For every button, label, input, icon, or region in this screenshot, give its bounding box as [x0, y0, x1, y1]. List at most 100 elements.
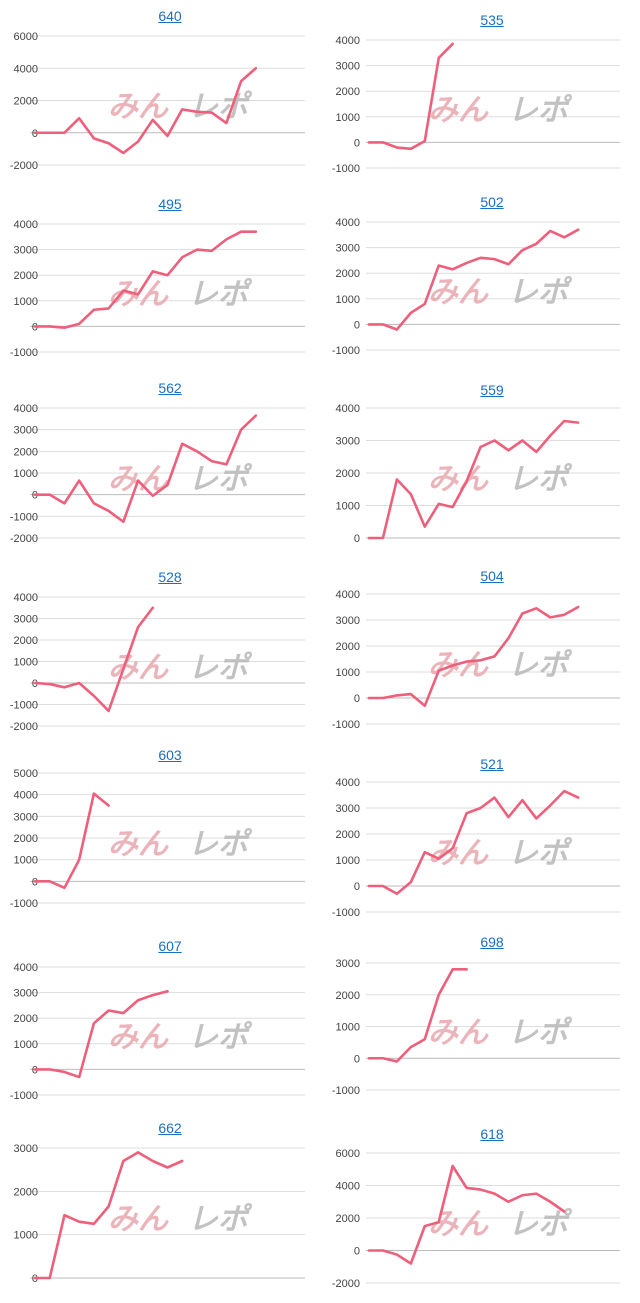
- series-line: [367, 42, 454, 151]
- watermark-logo: レポ: [188, 651, 253, 686]
- watermark-logo: みん: [428, 93, 489, 128]
- y-tick-label: 1000: [14, 1230, 38, 1242]
- y-tick-label: 3000: [14, 245, 38, 257]
- y-tick-label: 2000: [336, 268, 360, 280]
- y-tick-label: -1000: [10, 898, 38, 910]
- chart-title-link[interactable]: 528: [158, 569, 182, 585]
- chart-title-link[interactable]: 640: [158, 8, 182, 24]
- y-tick-label: 4000: [336, 217, 360, 229]
- watermark-logo: レポ: [508, 1016, 573, 1051]
- y-tick-label: 3000: [14, 811, 38, 823]
- y-tick-label: 3000: [336, 436, 360, 448]
- y-tick-label: -2000: [10, 533, 38, 545]
- y-tick-label: 4000: [14, 592, 38, 604]
- y-tick-label: 4000: [336, 1181, 360, 1193]
- y-tick-label: 2000: [14, 1186, 38, 1198]
- y-tick-label: 1000: [336, 1022, 360, 1034]
- chart-title-link[interactable]: 603: [158, 747, 182, 763]
- y-tick-label: 2000: [336, 1213, 360, 1225]
- watermark-logo: レポ: [188, 1020, 253, 1055]
- y-tick-label: 2000: [14, 270, 38, 282]
- y-tick-label: 2000: [336, 641, 360, 653]
- watermark-logo: レポ: [188, 1202, 253, 1237]
- series-line: [367, 419, 580, 540]
- y-tick-label: 3000: [336, 615, 360, 627]
- y-tick-label: 4000: [14, 63, 38, 75]
- watermark-logo: みん: [108, 90, 169, 125]
- y-tick-label: 1000: [336, 112, 360, 124]
- y-tick-label: 4000: [14, 403, 38, 415]
- chart-title-link[interactable]: 504: [480, 568, 504, 584]
- watermark-logo: みん: [108, 1020, 169, 1055]
- series-line: [33, 792, 110, 890]
- y-tick-label: 1000: [336, 501, 360, 513]
- watermark-logo: レポ: [508, 93, 573, 128]
- y-tick-label: -1000: [10, 511, 38, 523]
- y-tick-label: -1000: [332, 345, 360, 357]
- y-tick-label: 6000: [336, 1148, 360, 1160]
- chart-title-link[interactable]: 618: [480, 1126, 504, 1142]
- y-tick-label: 1000: [336, 855, 360, 867]
- y-tick-label: 3000: [14, 1143, 38, 1155]
- watermark-logo: みん: [108, 827, 169, 862]
- watermark-logo: みん: [108, 651, 169, 686]
- y-tick-label: -1000: [10, 347, 38, 359]
- y-tick-label: 1000: [14, 1039, 38, 1051]
- watermark-logo: みん: [428, 462, 489, 497]
- y-tick-label: -1000: [332, 719, 360, 731]
- y-tick-label: -1000: [332, 907, 360, 919]
- watermark-logo: レポ: [508, 648, 573, 683]
- y-tick-label: 0: [354, 137, 360, 149]
- y-tick-label: 0: [354, 1053, 360, 1065]
- series-line: [367, 228, 580, 331]
- watermark-logo: みん: [108, 1202, 169, 1237]
- chart-title-link[interactable]: 698: [480, 934, 504, 950]
- y-tick-label: 1000: [336, 294, 360, 306]
- y-tick-label: 4000: [336, 403, 360, 415]
- chart-title-link[interactable]: 607: [158, 938, 182, 954]
- watermark-logo: レポ: [508, 275, 573, 310]
- y-tick-label: 4000: [336, 35, 360, 47]
- chart-title-link[interactable]: 559: [480, 382, 504, 398]
- y-tick-label: 3000: [14, 614, 38, 626]
- chart-title-link[interactable]: 535: [480, 12, 504, 28]
- y-tick-label: 4000: [336, 777, 360, 789]
- chart-title-link[interactable]: 495: [158, 196, 182, 212]
- y-tick-label: 2000: [14, 446, 38, 458]
- y-tick-label: -2000: [10, 160, 38, 172]
- y-tick-label: 0: [354, 693, 360, 705]
- chart-title-link[interactable]: 662: [158, 1120, 182, 1136]
- y-tick-label: 1000: [14, 657, 38, 669]
- watermark-logo: レポ: [188, 277, 253, 312]
- y-tick-label: 0: [354, 319, 360, 331]
- y-tick-label: 2000: [336, 829, 360, 841]
- series-line: [33, 1151, 184, 1280]
- chart-title-link[interactable]: 502: [480, 194, 504, 210]
- y-tick-label: 1000: [14, 296, 38, 308]
- y-tick-label: 3000: [336, 958, 360, 970]
- y-tick-label: -1000: [332, 1085, 360, 1097]
- series-line: [33, 990, 169, 1079]
- y-tick-label: 0: [354, 881, 360, 893]
- y-tick-label: 0: [354, 533, 360, 545]
- chart-title-link[interactable]: 562: [158, 380, 182, 396]
- series-line: [33, 606, 155, 713]
- y-tick-label: 1000: [14, 468, 38, 480]
- watermark-logo: みん: [428, 275, 489, 310]
- watermark-logo: レポ: [188, 462, 253, 497]
- watermark-logo: みん: [428, 836, 489, 871]
- y-tick-label: 2000: [14, 1013, 38, 1025]
- y-tick-label: 3000: [336, 61, 360, 73]
- y-tick-label: 4000: [336, 589, 360, 601]
- y-tick-label: 3000: [336, 803, 360, 815]
- series-line: [33, 66, 258, 155]
- chart-title-link[interactable]: 521: [480, 756, 504, 772]
